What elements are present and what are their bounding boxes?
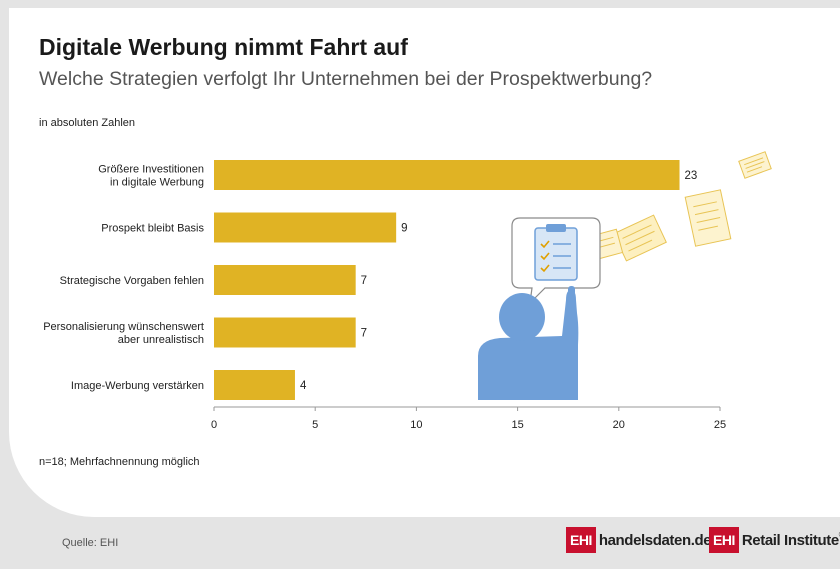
bars-group: 23 Größere Investitionen in digitale Werbu… bbox=[43, 160, 697, 400]
clipboard-checklist-icon bbox=[534, 224, 578, 281]
chart-subtitle: Welche Strategien verfolgt Ihr Unternehm… bbox=[39, 68, 653, 90]
category-label-line: Größere Investitionen bbox=[98, 164, 204, 176]
x-tick-label: 20 bbox=[613, 419, 625, 431]
handelsdaten-logo-text: handelsdaten.de bbox=[598, 531, 712, 549]
category-label: Image-Werbung verstärken bbox=[71, 380, 204, 392]
category-label: Strategische Vorgaben fehlen bbox=[60, 275, 204, 287]
ehi-retail-logo-box: EHI bbox=[709, 527, 739, 553]
footnote: n=18; Mehrfachnennung möglich bbox=[39, 456, 200, 468]
bar bbox=[214, 160, 680, 190]
x-tick-label: 10 bbox=[410, 419, 422, 431]
person-pointing-icon bbox=[478, 286, 579, 400]
category-label-line: Prospekt bleibt Basis bbox=[101, 223, 204, 235]
registered-mark: ® bbox=[839, 532, 840, 539]
x-tick-label: 0 bbox=[211, 419, 217, 431]
chart-title: Digitale Werbung nimmt Fahrt auf bbox=[39, 34, 408, 60]
x-axis-ticks: 0 5 10 15 20 25 bbox=[211, 407, 726, 431]
category-label: Prospekt bleibt Basis bbox=[101, 223, 204, 235]
handelsdaten-logo-box: EHI bbox=[566, 527, 596, 553]
data-label: 7 bbox=[361, 275, 367, 287]
ehi-retail-logo-text: Retail Institute® bbox=[742, 532, 840, 549]
x-tick-label: 25 bbox=[714, 419, 726, 431]
data-label: 9 bbox=[401, 223, 407, 235]
x-tick-label: 5 bbox=[312, 419, 318, 431]
chart-card bbox=[9, 8, 840, 517]
bar bbox=[214, 265, 356, 295]
data-label: 4 bbox=[300, 380, 307, 392]
category-label-line: Personalisierung wünschenswert bbox=[43, 321, 204, 333]
ehi-retail-logo: EHI Retail Institute® bbox=[709, 527, 840, 553]
data-label: 23 bbox=[685, 170, 698, 182]
category-label-line: in digitale Werbung bbox=[110, 177, 204, 189]
source-note: Quelle: EHI bbox=[62, 537, 119, 549]
data-label: 7 bbox=[361, 328, 367, 340]
x-tick-label: 15 bbox=[511, 419, 523, 431]
unit-note: in absoluten Zahlen bbox=[39, 117, 136, 129]
bar bbox=[214, 212, 397, 243]
handelsdaten-logo: EHI handelsdaten.de bbox=[566, 527, 712, 553]
ehi-retail-logo-name: Retail Institute bbox=[741, 531, 839, 549]
category-label: Größere Investitionen in digitale Werbung bbox=[98, 164, 204, 189]
category-label: Personalisierung wünschenswert aber unrea… bbox=[43, 321, 204, 346]
category-label-line: Image-Werbung verstärken bbox=[71, 380, 204, 392]
bar bbox=[214, 370, 295, 400]
bar bbox=[214, 317, 356, 348]
category-label-line: aber unrealistisch bbox=[118, 334, 204, 346]
category-label-line: Strategische Vorgaben fehlen bbox=[60, 275, 204, 287]
